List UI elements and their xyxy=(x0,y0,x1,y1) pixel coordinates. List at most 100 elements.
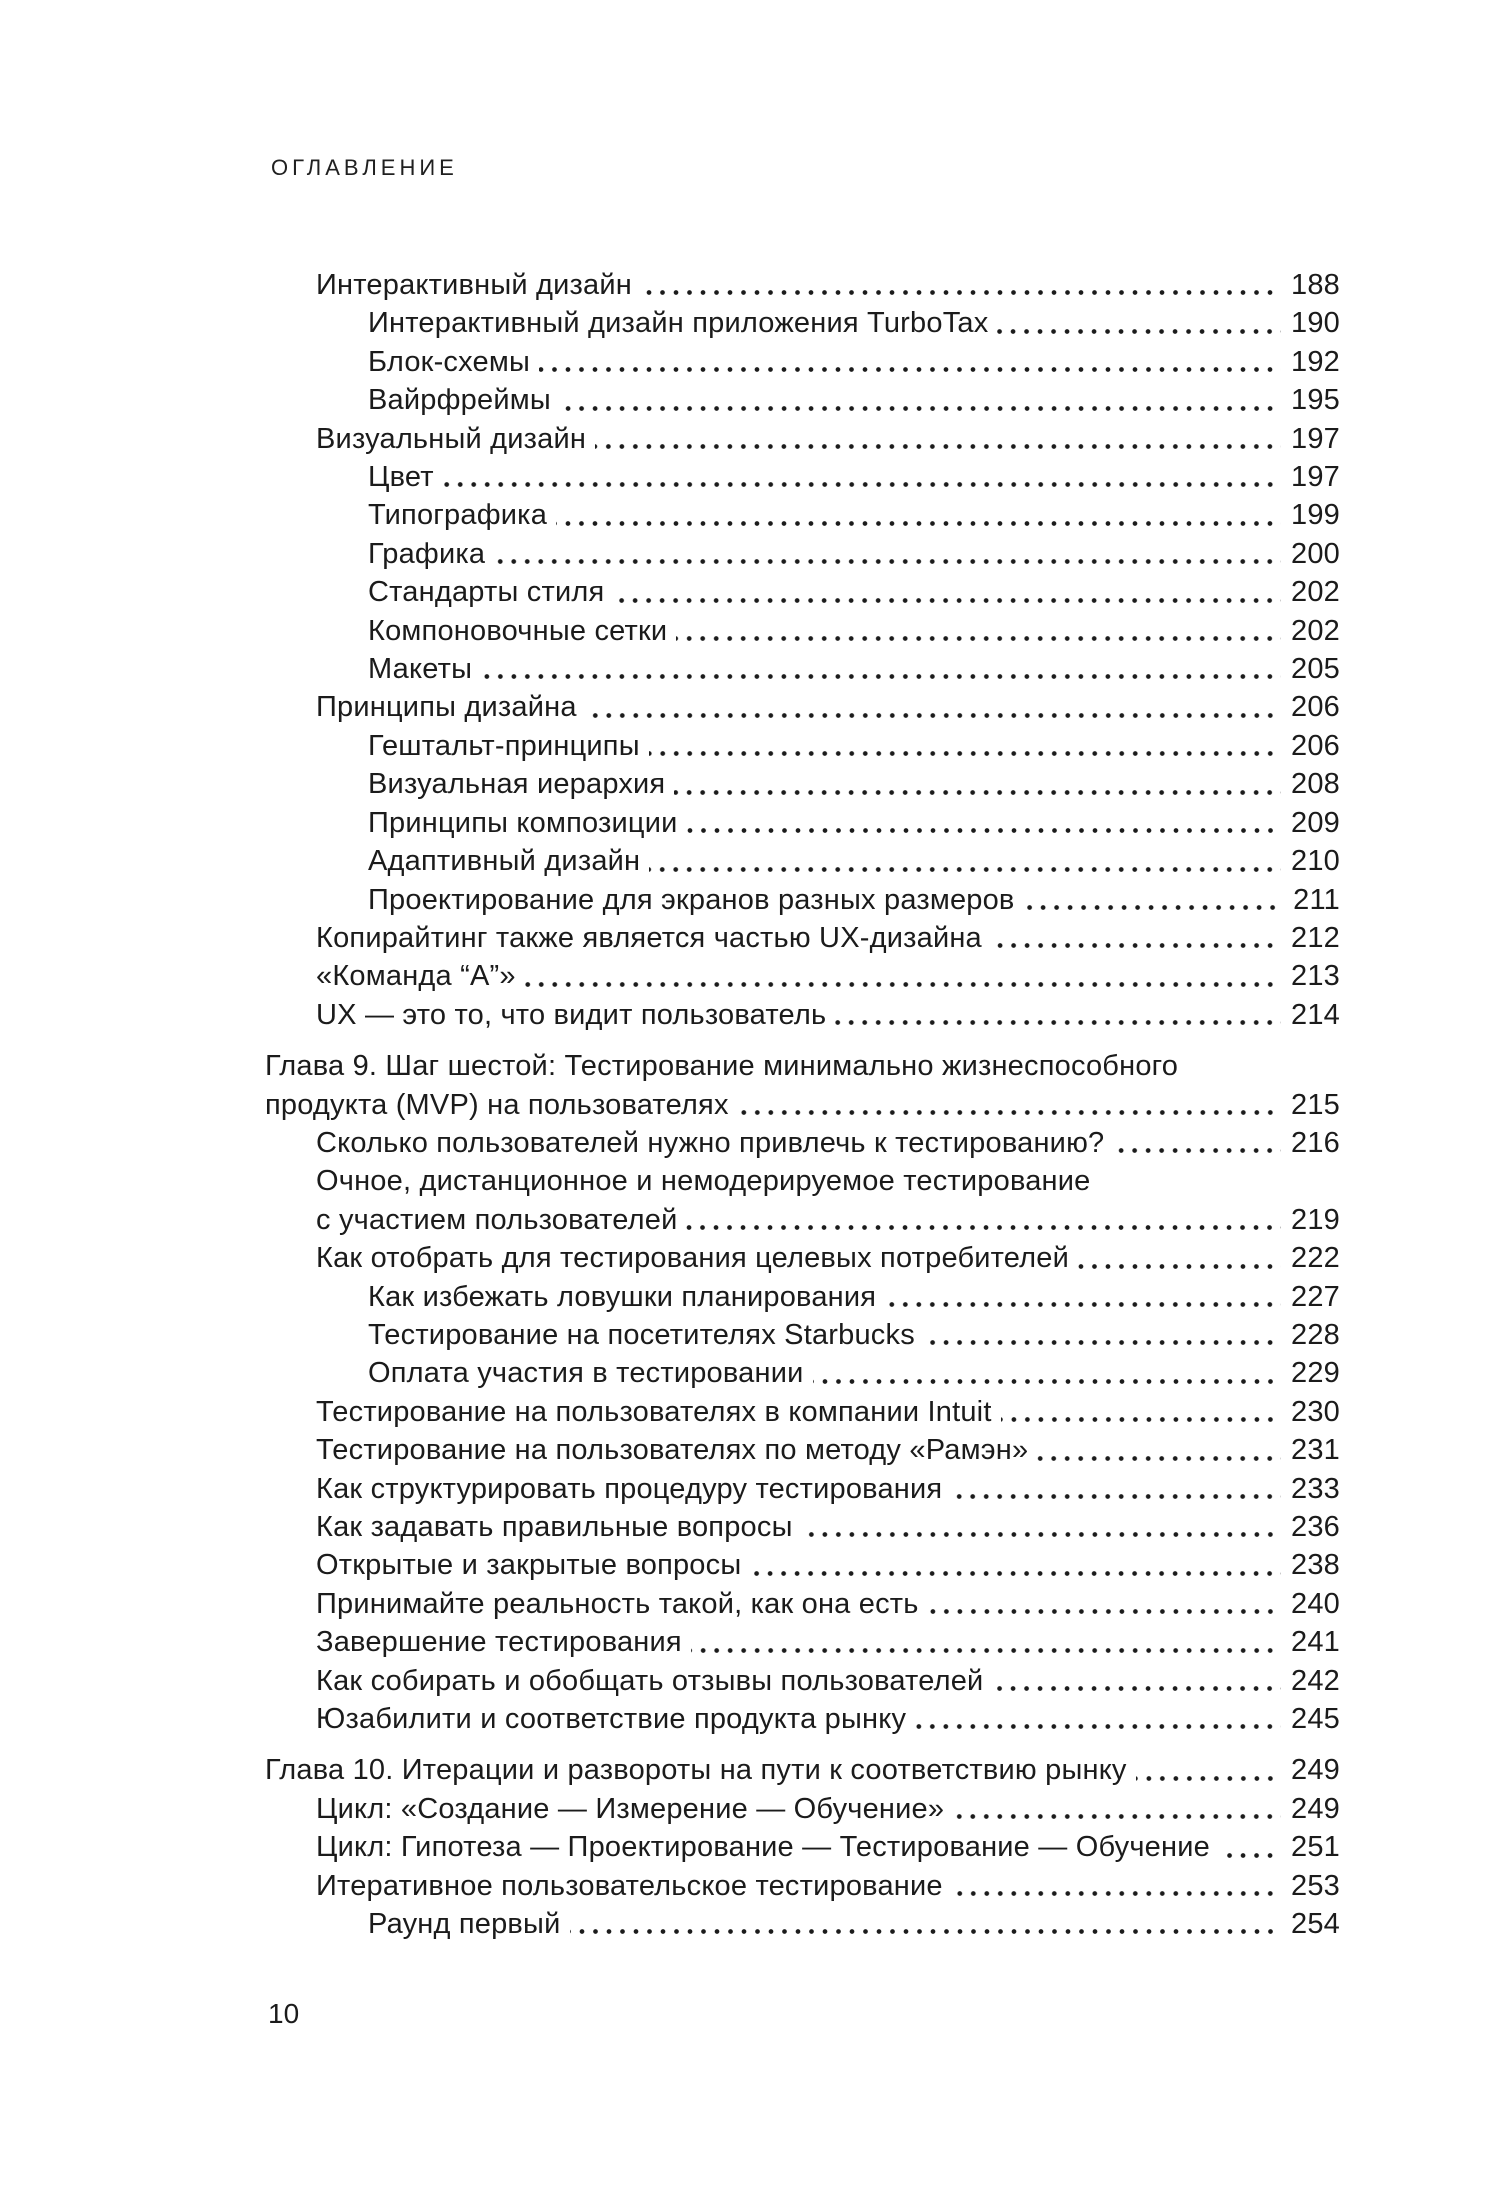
toc-entry[interactable]: Оплата участия в тестировании 229 xyxy=(265,1354,1340,1392)
dot-leader xyxy=(951,1891,1281,1897)
toc-entry-page: 229 xyxy=(1291,1357,1340,1390)
toc-entry[interactable]: Адаптивный дизайн 210 xyxy=(265,842,1340,880)
toc-entry[interactable]: Цикл: Гипотеза — Проектирование — Тестир… xyxy=(265,1828,1340,1866)
dot-leader xyxy=(539,367,1281,373)
toc-entry-page: 219 xyxy=(1291,1203,1340,1236)
toc-entry-page: 251 xyxy=(1291,1831,1340,1864)
dot-leader xyxy=(481,674,1281,680)
toc-entry-page: 199 xyxy=(1291,499,1340,532)
toc-entry-page: 215 xyxy=(1291,1088,1340,1121)
toc-entry[interactable]: Интерактивный дизайн приложения TurboTax… xyxy=(265,304,1340,342)
dot-leader xyxy=(494,559,1281,565)
page-title: ОГЛАВЛЕНИЕ xyxy=(271,155,458,180)
toc-entry-page: 241 xyxy=(1291,1626,1340,1659)
dot-leader xyxy=(595,444,1281,450)
toc-entry[interactable]: Тестирование на посетителях Starbucks 228 xyxy=(265,1316,1340,1354)
dot-leader xyxy=(569,1929,1281,1935)
toc-entry[interactable]: Копирайтинг также является частью UX-диз… xyxy=(265,919,1340,957)
toc-entry-page: 216 xyxy=(1291,1126,1340,1159)
toc-entry-page: 197 xyxy=(1291,461,1340,494)
toc-entry[interactable]: Макеты 205 xyxy=(265,650,1340,688)
toc-entry[interactable]: Глава 10. Итерации и развороты на пути к… xyxy=(265,1751,1340,1789)
toc-entry-label: Сколько пользователей нужно привлечь к т… xyxy=(316,1126,1105,1159)
toc-entry[interactable]: Компоновочные сетки 202 xyxy=(265,612,1340,650)
dot-leader xyxy=(649,866,1281,872)
toc-entry[interactable]: Визуальная иерархия 208 xyxy=(265,765,1340,803)
toc-entry[interactable]: Принципы дизайна 206 xyxy=(265,688,1340,726)
toc-entry-page: 231 xyxy=(1291,1434,1340,1467)
toc-entry[interactable]: Типографика 199 xyxy=(265,496,1340,534)
toc-entry-page: 205 xyxy=(1291,653,1340,686)
toc-entry-label: Вайрфреймы xyxy=(368,384,551,417)
dot-leader xyxy=(585,712,1281,718)
toc-entry[interactable]: Итеративное пользовательское тестировани… xyxy=(265,1867,1340,1905)
dot-leader xyxy=(927,1609,1281,1615)
toc-entry[interactable]: Глава 9. Шаг шестой: Тестирование минима… xyxy=(265,1047,1340,1085)
toc-entry[interactable]: Принимайте реальность такой, как она ест… xyxy=(265,1585,1340,1623)
toc-entry-label: Гештальт-принципы xyxy=(368,729,640,762)
toc-entry[interactable]: Раунд первый 254 xyxy=(265,1905,1340,1943)
toc-entry[interactable]: Интерактивный дизайн 188 xyxy=(265,266,1340,304)
toc-entry-page: 197 xyxy=(1291,422,1340,455)
dot-leader xyxy=(686,1225,1281,1231)
toc-entry[interactable]: Юзабилити и соответствие продукта рынку 2… xyxy=(265,1700,1340,1738)
toc-entry[interactable]: Блок-схемы 192 xyxy=(265,343,1340,381)
toc-entry-page: 222 xyxy=(1291,1242,1340,1275)
toc-entry-page: 238 xyxy=(1291,1549,1340,1582)
toc-entry[interactable]: Сколько пользователей нужно привлечь к т… xyxy=(265,1124,1340,1162)
dot-leader xyxy=(750,1570,1281,1576)
toc-entry-label: продукта (MVP) на пользователях xyxy=(265,1088,729,1121)
toc-entry-page: 195 xyxy=(1291,384,1340,417)
toc-entry-label: Проектирование для экранов разных размер… xyxy=(368,883,1015,916)
dot-leader xyxy=(1078,1263,1281,1269)
toc-entry[interactable]: Как отобрать для тестирования целевых по… xyxy=(265,1239,1340,1277)
toc-entry-label: Копирайтинг также является частью UX-диз… xyxy=(316,921,982,954)
toc-entry[interactable]: «Команда “А”» 213 xyxy=(265,957,1340,995)
toc-entry-page: 208 xyxy=(1291,768,1340,801)
toc-entry-label: Цикл: «Создание — Измерение — Обучение» xyxy=(316,1792,945,1825)
dot-leader xyxy=(690,1647,1281,1653)
toc-entry-label: Визуальный дизайн xyxy=(316,422,587,455)
toc-entry-label: UX — это то, что видит пользователь xyxy=(316,998,827,1031)
toc-entry-label: Тестирование на посетителях Starbucks xyxy=(368,1318,915,1351)
toc-entry[interactable]: Стандарты стиля 202 xyxy=(265,573,1340,611)
toc-entry[interactable]: Вайрфреймы 195 xyxy=(265,381,1340,419)
toc-entry[interactable]: Как задавать правильные вопросы 236 xyxy=(265,1508,1340,1546)
toc-entry[interactable]: Открытые и закрытые вопросы 238 xyxy=(265,1546,1340,1584)
toc-entry[interactable]: Тестирование на пользователях в компании… xyxy=(265,1393,1340,1431)
dot-leader xyxy=(1000,1417,1281,1423)
toc-entry[interactable]: Как собирать и обобщать отзывы пользоват… xyxy=(265,1662,1340,1700)
toc-entry[interactable]: UX — это то, что видит пользователь 214 xyxy=(265,996,1340,1034)
toc-entry[interactable]: Как избежать ловушки планирования 227 xyxy=(265,1278,1340,1316)
toc-entry[interactable]: Завершение тестирования 241 xyxy=(265,1623,1340,1661)
toc-entry-label: Как структурировать процедуру тестирован… xyxy=(316,1472,943,1505)
toc-entry-label: Очное, дистанционное и немодерируемое те… xyxy=(316,1165,1091,1198)
toc-entry[interactable]: Цвет 197 xyxy=(265,458,1340,496)
toc-entry-label: Визуальная иерархия xyxy=(368,768,666,801)
toc-entry[interactable]: Проектирование для экранов разных размер… xyxy=(265,881,1340,919)
dot-leader xyxy=(442,482,1281,488)
dot-leader xyxy=(885,1301,1281,1307)
toc-entry-page: 227 xyxy=(1291,1280,1340,1313)
toc-entry[interactable]: Тестирование на пользователях по методу … xyxy=(265,1431,1340,1469)
footer-page-number: 10 xyxy=(268,1998,300,2029)
toc-entry-page: 249 xyxy=(1291,1792,1340,1825)
toc-entry-page: 228 xyxy=(1291,1318,1340,1351)
toc-entry[interactable]: Принципы композиции 209 xyxy=(265,804,1340,842)
toc-entry[interactable]: Очное, дистанционное и немодерируемое те… xyxy=(265,1162,1340,1200)
toc-entry-page: 245 xyxy=(1291,1703,1340,1736)
toc-entry[interactable]: продукта (MVP) на пользователях 215 xyxy=(265,1086,1340,1124)
dot-leader xyxy=(801,1532,1281,1538)
toc-entry[interactable]: с участием пользователей 219 xyxy=(265,1201,1340,1239)
toc-entry[interactable]: Графика 200 xyxy=(265,535,1340,573)
toc-entry-label: Адаптивный дизайн xyxy=(368,845,641,878)
toc-entry[interactable]: Как структурировать процедуру тестирован… xyxy=(265,1470,1340,1508)
toc-entry-label: Тестирование на пользователях в компании… xyxy=(316,1395,992,1428)
toc-entry[interactable]: Гештальт-принципы 206 xyxy=(265,727,1340,765)
toc-entry-page: 253 xyxy=(1291,1869,1340,1902)
toc-entry[interactable]: Визуальный дизайн 197 xyxy=(265,420,1340,458)
dot-leader xyxy=(674,789,1281,795)
toc-entry[interactable]: Цикл: «Создание — Измерение — Обучение» 2… xyxy=(265,1790,1340,1828)
toc-entry-label: Принимайте реальность такой, как она ест… xyxy=(316,1587,919,1620)
